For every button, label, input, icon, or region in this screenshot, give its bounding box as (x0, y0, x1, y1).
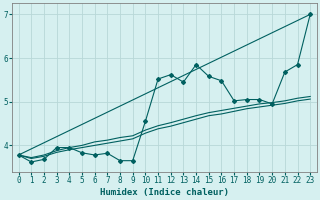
X-axis label: Humidex (Indice chaleur): Humidex (Indice chaleur) (100, 188, 229, 197)
